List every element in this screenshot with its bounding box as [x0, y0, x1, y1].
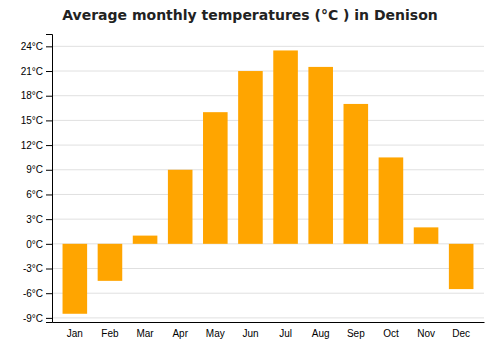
tick: -6°C	[23, 288, 52, 299]
grid-line	[52, 219, 484, 220]
grid-line	[52, 120, 484, 121]
bar	[308, 67, 333, 244]
tick: Oct	[383, 328, 399, 339]
tick: Sep	[347, 328, 365, 339]
tick-label: 15°C	[21, 115, 43, 126]
grid	[52, 46, 484, 318]
tick: Nov	[417, 328, 435, 339]
tick: Mar	[136, 328, 154, 339]
bar	[379, 157, 404, 243]
tick-label: Jan	[67, 328, 83, 339]
tick: Apr	[172, 328, 188, 339]
bar	[168, 170, 193, 244]
tick-label: Feb	[101, 328, 119, 339]
tick-label: May	[206, 328, 225, 339]
tick-label: 18°C	[21, 90, 43, 101]
tick: -9°C	[23, 313, 52, 324]
tick-label: Apr	[172, 328, 188, 339]
tick-mark	[46, 96, 52, 97]
x-axis: Jan Feb Mar Apr May Jun Jul Aug Sep Oct Nov Dec	[53, 323, 485, 340]
tick: -3°C	[23, 263, 52, 274]
grid-line	[52, 194, 484, 195]
bar	[414, 227, 439, 243]
tick-label: 24°C	[21, 41, 43, 52]
bar	[63, 244, 88, 314]
tick-mark	[46, 293, 52, 294]
tick-mark	[46, 170, 52, 171]
tick: 6°C	[26, 189, 52, 200]
grid-line	[52, 71, 484, 72]
bars	[63, 50, 474, 313]
grid-line	[52, 145, 484, 146]
tick-label: Oct	[383, 328, 399, 339]
tick-mark	[46, 269, 52, 270]
tick-label: 12°C	[21, 140, 43, 151]
bar	[133, 236, 158, 244]
y-axis: -9°C -6°C -3°C 0°C 3°C 6°C 9°C 12°C 15°C 18°C 21°C…	[21, 35, 53, 324]
tick-label: Jun	[242, 328, 258, 339]
tick-label: 0°C	[26, 239, 43, 250]
tick-mark	[46, 71, 52, 72]
tick-mark	[46, 46, 52, 47]
plot: -9°C -6°C -3°C 0°C 3°C 6°C 9°C 12°C 15°C 18°C 21°C…	[21, 35, 485, 340]
tick: 15°C	[21, 115, 52, 126]
grid-line	[52, 293, 484, 294]
bar	[98, 244, 123, 281]
tick-mark	[46, 219, 52, 220]
tick: Jan	[67, 328, 83, 339]
tick: Jun	[242, 328, 258, 339]
tick: Feb	[101, 328, 119, 339]
tick-label: Nov	[417, 328, 435, 339]
tick-label: 9°C	[26, 164, 43, 175]
tick-label: Mar	[136, 328, 154, 339]
tick-mark	[46, 194, 52, 195]
tick-mark	[46, 120, 52, 121]
tick: 21°C	[21, 66, 52, 77]
axis-line	[46, 35, 53, 323]
tick-mark	[46, 145, 52, 146]
grid-line	[52, 169, 484, 170]
tick-label: -3°C	[23, 263, 43, 274]
tick-label: Sep	[347, 328, 365, 339]
tick: 0°C	[26, 239, 52, 250]
tick: 18°C	[21, 90, 52, 101]
tick: 9°C	[26, 164, 52, 175]
tick-label: Aug	[312, 328, 330, 339]
title: Average monthly temperatures (°C ) in De…	[62, 7, 438, 23]
tick: Jul	[279, 328, 292, 339]
tick-mark	[46, 318, 52, 319]
tick: 3°C	[26, 214, 52, 225]
bar	[449, 244, 474, 289]
tick-label: -9°C	[23, 313, 43, 324]
tick-label: 3°C	[26, 214, 43, 225]
bar	[273, 50, 298, 243]
bar	[203, 112, 228, 244]
bar	[344, 104, 369, 244]
tick-label: 21°C	[21, 66, 43, 77]
bar	[238, 71, 263, 244]
grid-line	[52, 95, 484, 96]
tick: 12°C	[21, 140, 52, 151]
tick-label: Jul	[279, 328, 292, 339]
grid-line	[52, 317, 484, 318]
tick-label: Dec	[452, 328, 470, 339]
tick: Dec	[452, 328, 470, 339]
axis-line	[53, 322, 485, 323]
grid-line	[52, 46, 484, 47]
tick: May	[206, 328, 225, 339]
tick: 24°C	[21, 41, 52, 52]
tick: Aug	[312, 328, 330, 339]
chart: Average monthly temperatures (°C ) in De…	[0, 0, 500, 350]
tick-label: -6°C	[23, 288, 43, 299]
tick-mark	[46, 244, 52, 245]
tick-label: 6°C	[26, 189, 43, 200]
